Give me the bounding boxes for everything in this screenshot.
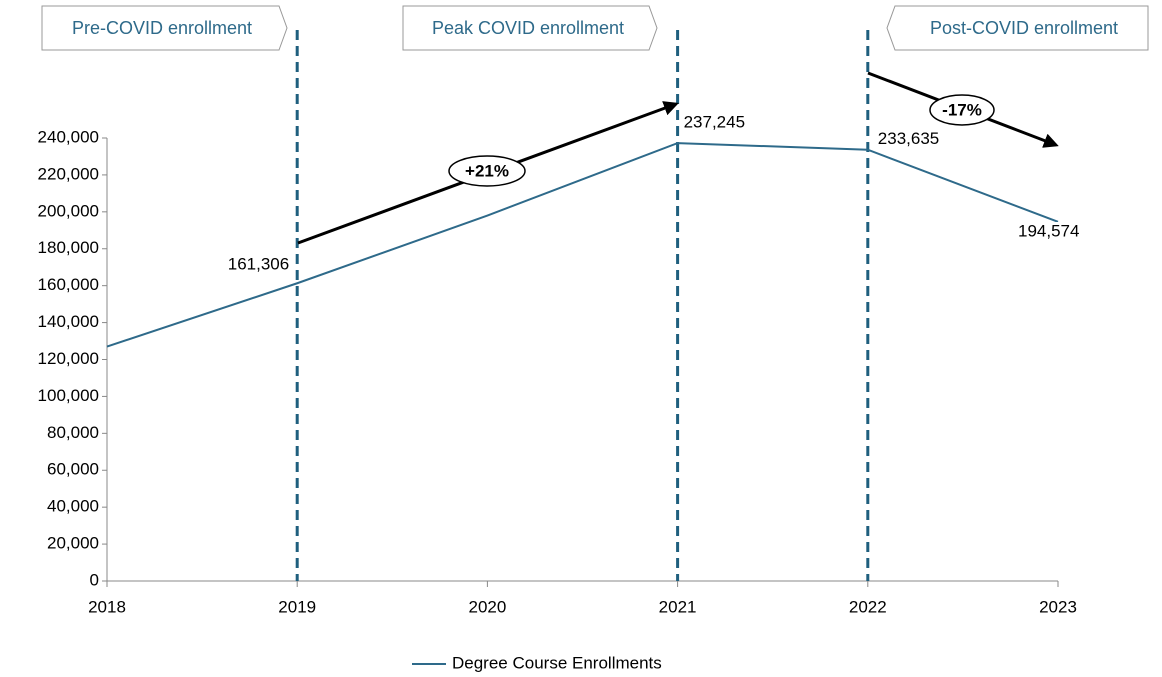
y-tick-label: 140,000 <box>38 312 99 331</box>
y-tick-label: 200,000 <box>38 201 99 220</box>
value-label: 233,635 <box>878 129 939 148</box>
annotation-boxes: Pre-COVID enrollment Peak COVID enrollme… <box>41 5 1149 51</box>
y-tick-label: 180,000 <box>38 238 99 257</box>
box <box>402 5 658 51</box>
arrows: +21% -17% <box>297 71 1059 245</box>
annotation: Peak COVID enrollment <box>432 18 624 38</box>
y-tick-label: 220,000 <box>38 164 99 183</box>
annotation: Pre-COVID enrollment <box>72 18 252 38</box>
y-tick-label: 160,000 <box>38 275 99 294</box>
box <box>886 5 1149 51</box>
value-label: 161,306 <box>228 255 289 274</box>
annotation: Post-COVID enrollment <box>930 18 1118 38</box>
pct-badge <box>448 155 526 187</box>
y-tick-label: 100,000 <box>38 386 99 405</box>
x-tick-label: 2020 <box>468 597 506 616</box>
x-tick-label: 2023 <box>1039 597 1077 616</box>
y-tick-label: 240,000 <box>38 127 99 146</box>
y-tick-label: 20,000 <box>47 534 99 553</box>
value-label: 194,574 <box>1018 221 1079 240</box>
y-tick-label: 40,000 <box>47 497 99 516</box>
value-label: 237,245 <box>684 113 745 132</box>
x-tick-label: 2022 <box>849 597 887 616</box>
x-tick-label: 2019 <box>278 597 316 616</box>
legend-label: Degree Course Enrollments <box>452 653 662 672</box>
annotation: +21% <box>465 161 509 180</box>
pct-badge <box>929 94 995 126</box>
y-tick-label: 0 <box>90 570 99 589</box>
y-tick-label: 120,000 <box>38 349 99 368</box>
y-tick-label: 80,000 <box>47 423 99 442</box>
annotation: -17% <box>942 100 982 119</box>
data-line <box>106 142 1059 348</box>
y-tick-label: 60,000 <box>47 460 99 479</box>
x-tick-label: 2018 <box>88 597 126 616</box>
x-tick-label: 2021 <box>659 597 697 616</box>
box <box>41 5 288 51</box>
